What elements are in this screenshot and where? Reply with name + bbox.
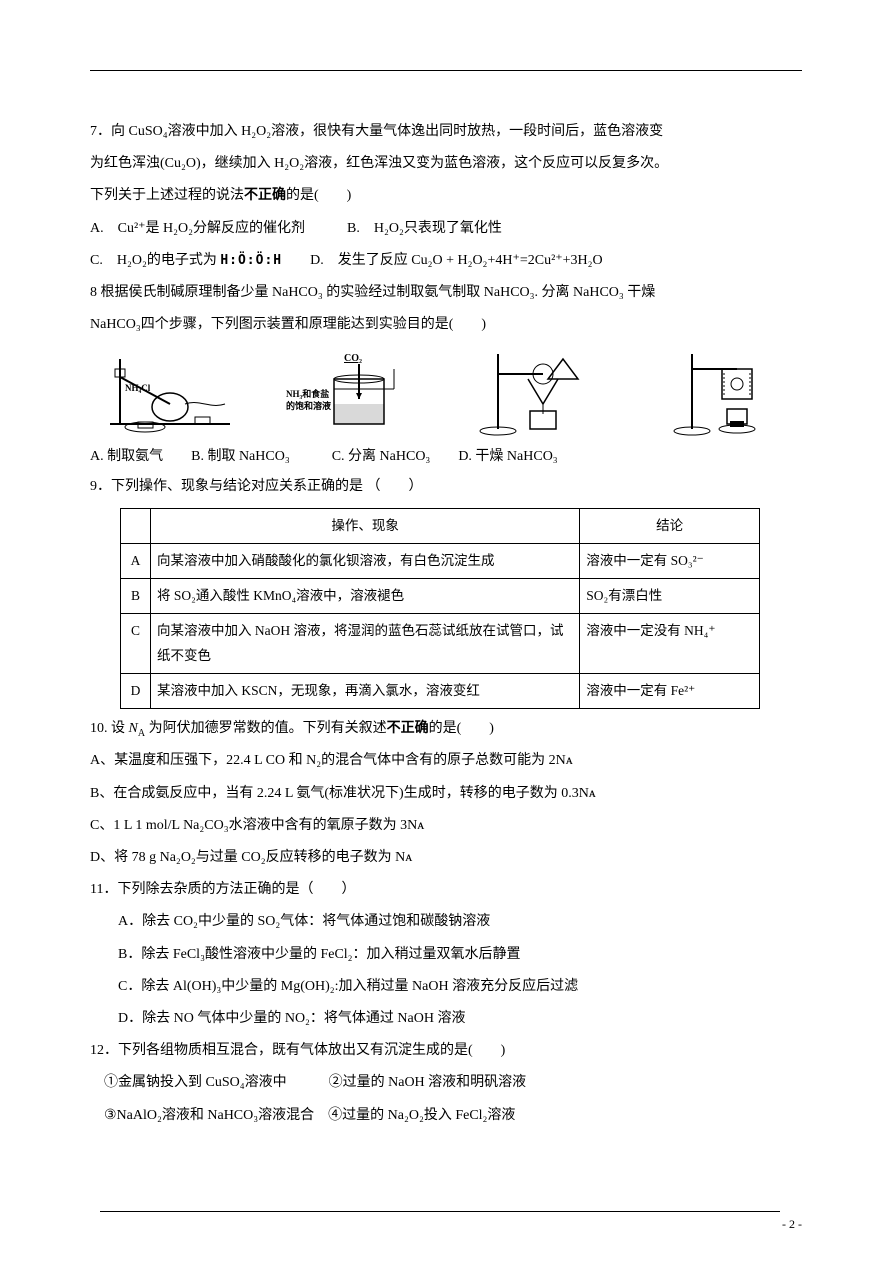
q8-line1: 8 根据侯氏制碱原理制备少量 NaHCO₃ 的实验经过制取氨气制取 NaHCO₃… <box>90 277 802 309</box>
q9-b-concl: SO₂有漂白性 <box>580 579 760 614</box>
q9-d-concl: 溶液中一定有 Fe²⁺ <box>580 673 760 708</box>
q8-diagram-row: NH₄Cl CO₂ NH₃和食盐 的饱和溶液 <box>90 349 802 439</box>
diagram-a: NH₄Cl <box>100 349 240 439</box>
q7-electron-formula: H꞉Ö꞉Ö꞉H <box>220 246 282 276</box>
q10-stem-mid: 为阿伏加德罗常数的值。下列有关叙述 <box>145 721 387 736</box>
q9-a-op: 向某溶液中加入硝酸酸化的氯化钡溶液，有白色沉淀生成 <box>150 543 579 578</box>
q9-stem: 9．下列操作、现象与结论对应关系正确的是 （ ） <box>90 471 802 503</box>
table-row: B 将 SO₂通入酸性 KMnO₄溶液中，溶液褪色 SO₂有漂白性 <box>121 579 760 614</box>
q9-a-letter: A <box>121 543 151 578</box>
q11-optC: C．除去 Al(OH)₃中少量的 Mg(OH)₂:加入稍过量 NaOH 溶液充分… <box>90 971 802 1003</box>
q9-table-wrap: 操作、现象 结论 A 向某溶液中加入硝酸酸化的氯化钡溶液，有白色沉淀生成 溶液中… <box>120 508 760 710</box>
q10-optC: C、1 L 1 mol/L Na₂CO₃水溶液中含有的氧原子数为 3Nᴀ <box>90 810 802 842</box>
q7-line1: 7．向 CuSO₄溶液中加入 H₂O₂溶液，很快有大量气体逸出同时放热，一段时间… <box>90 116 802 148</box>
q10-optA: A、某温度和压强下，22.4 L CO 和 N₂的混合气体中含有的原子总数可能为… <box>90 745 802 777</box>
q8-line2: NaHCO₃四个步骤，下列图示装置和原理能达到实验目的是( ) <box>90 309 802 341</box>
q11-stem: 11．下列除去杂质的方法正确的是（ ） <box>90 874 802 906</box>
diagram-b: CO₂ NH₃和食盐 的饱和溶液 <box>284 349 424 439</box>
header-rule <box>90 70 802 71</box>
q10-na-n: N <box>129 721 138 736</box>
q10-na-a: A <box>138 728 145 739</box>
q9-c-letter: C <box>121 614 151 674</box>
table-row: C 向某溶液中加入 NaOH 溶液，将湿润的蓝色石蕊试纸放在试管口，试纸不变色 … <box>121 614 760 674</box>
q7-optC-prefix: C. H₂O₂的电子式为 <box>90 253 220 268</box>
q7-options-ab: A. Cu²⁺是 H₂O₂分解反应的催化剂 B. H₂O₂只表现了氧化性 <box>90 213 802 245</box>
q9-c-concl: 溶液中一定没有 NH₄⁺ <box>580 614 760 674</box>
q10-stem: 10. 设 NA 为阿伏加德罗常数的值。下列有关叙述不正确的是( ) <box>90 713 802 745</box>
q7-line3-prefix: 下列关于上述过程的说法 <box>90 188 244 203</box>
q12-line1: ①金属钠投入到 CuSO₄溶液中 ②过量的 NaOH 溶液和明矾溶液 <box>90 1067 802 1099</box>
svg-text:CO₂: CO₂ <box>344 353 362 364</box>
q10-stem-prefix: 10. 设 <box>90 721 129 736</box>
q9-table: 操作、现象 结论 A 向某溶液中加入硝酸酸化的氯化钡溶液，有白色沉淀生成 溶液中… <box>120 508 760 710</box>
page-number: - 2 - <box>782 1217 802 1232</box>
q7-options-cd: C. H₂O₂的电子式为 H꞉Ö꞉Ö꞉H D. 发生了反应 Cu₂O + H₂O… <box>90 245 802 277</box>
svg-text:的饱和溶液: 的饱和溶液 <box>286 400 332 411</box>
q7-line3-suffix: 的是( ) <box>286 188 351 203</box>
svg-text:NH₄Cl: NH₄Cl <box>125 383 151 393</box>
q8-caption: A. 制取氨气 B. 制取 NaHCO₃ C. 分离 NaHCO₃ D. 干燥 … <box>90 443 802 471</box>
q9-b-letter: B <box>121 579 151 614</box>
q9-a-concl: 溶液中一定有 SO₃²⁻ <box>580 543 760 578</box>
q9-b-op: 将 SO₂通入酸性 KMnO₄溶液中，溶液褪色 <box>150 579 579 614</box>
q7-line3-bold: 不正确 <box>244 188 286 203</box>
q9-d-op: 某溶液中加入 KSCN，无现象，再滴入氯水，溶液变红 <box>150 673 579 708</box>
q7-line3: 下列关于上述过程的说法不正确的是( ) <box>90 180 802 212</box>
diagram-c <box>468 349 608 439</box>
q12-line2: ③NaAlO₂溶液和 NaHCO₃溶液混合 ④过量的 Na₂O₂投入 FeCl₂… <box>90 1100 802 1132</box>
q10-optD: D、将 78 g Na₂O₂与过量 CO₂反应转移的电子数为 Nᴀ <box>90 842 802 874</box>
q10-stem-bold: 不正确 <box>387 721 429 736</box>
footer-rule <box>100 1211 780 1212</box>
q10-optB: B、在合成氨反应中，当有 2.24 L 氨气(标准状况下)生成时，转移的电子数为… <box>90 778 802 810</box>
q11-optD: D．除去 NO 气体中少量的 NO₂：将气体通过 NaOH 溶液 <box>90 1003 802 1035</box>
table-row: D 某溶液中加入 KSCN，无现象，再滴入氯水，溶液变红 溶液中一定有 Fe²⁺ <box>121 673 760 708</box>
q7-optB: B. H₂O₂只表现了氧化性 <box>347 221 502 236</box>
diagram-d <box>652 349 792 439</box>
svg-text:NH₃和食盐: NH₃和食盐 <box>286 388 329 399</box>
q9-c-op: 向某溶液中加入 NaOH 溶液，将湿润的蓝色石蕊试纸放在试管口，试纸不变色 <box>150 614 579 674</box>
q9-th-blank <box>121 508 151 543</box>
q12-stem: 12．下列各组物质相互混合，既有气体放出又有沉淀生成的是( ) <box>90 1035 802 1067</box>
q7-optA: A. Cu²⁺是 H₂O₂分解反应的催化剂 <box>90 221 305 236</box>
table-row: A 向某溶液中加入硝酸酸化的氯化钡溶液，有白色沉淀生成 溶液中一定有 SO₃²⁻ <box>121 543 760 578</box>
q7-optD: D. 发生了反应 Cu₂O + H₂O₂+4H⁺=2Cu²⁺+3H₂O <box>310 253 603 268</box>
q7-line2: 为红色浑浊(Cu₂O)，继续加入 H₂O₂溶液，红色浑浊又变为蓝色溶液，这个反应… <box>90 148 802 180</box>
q10-stem-suffix: 的是( ) <box>429 721 494 736</box>
q9-th-op: 操作、现象 <box>150 508 579 543</box>
q11-optA: A．除去 CO₂中少量的 SO₂气体：将气体通过饱和碳酸钠溶液 <box>90 906 802 938</box>
q9-th-concl: 结论 <box>580 508 760 543</box>
q9-d-letter: D <box>121 673 151 708</box>
q11-optB: B．除去 FeCl₃酸性溶液中少量的 FeCl₂：加入稍过量双氧水后静置 <box>90 939 802 971</box>
